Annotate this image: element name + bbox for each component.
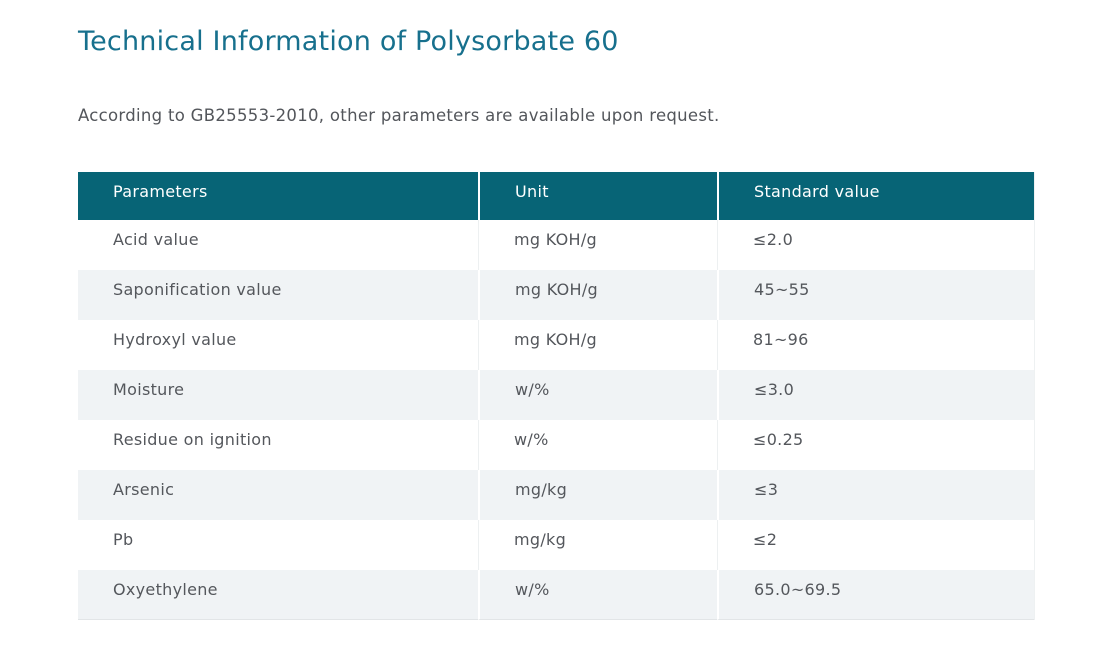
cell-parameter: Oxyethylene <box>78 570 478 620</box>
cell-value: 45~55 <box>717 270 1034 320</box>
table-body: Acid value mg KOH/g ≤2.0 Saponification val… <box>78 220 1034 620</box>
cell-unit: w/% <box>478 420 717 470</box>
cell-unit: w/% <box>478 370 717 420</box>
column-header: Unit <box>478 172 717 220</box>
table-header-row: Parameters Unit Standard value <box>78 172 1034 220</box>
cell-unit: w/% <box>478 570 717 620</box>
cell-parameter: Acid value <box>78 220 478 270</box>
cell-value: ≤3 <box>717 470 1034 520</box>
cell-value: ≤2 <box>717 520 1034 570</box>
table-row: Pb mg/kg ≤2 <box>78 520 1034 570</box>
table-row: Moisture w/% ≤3.0 <box>78 370 1034 420</box>
cell-value: 81~96 <box>717 320 1034 370</box>
cell-value: ≤3.0 <box>717 370 1034 420</box>
cell-unit: mg/kg <box>478 470 717 520</box>
cell-parameter: Pb <box>78 520 478 570</box>
cell-parameter: Residue on ignition <box>78 420 478 470</box>
cell-unit: mg/kg <box>478 520 717 570</box>
cell-parameter: Hydroxyl value <box>78 320 478 370</box>
column-header: Parameters <box>78 172 478 220</box>
table-row: Hydroxyl value mg KOH/g 81~96 <box>78 320 1034 370</box>
cell-value: ≤2.0 <box>717 220 1034 270</box>
cell-value: 65.0~69.5 <box>717 570 1034 620</box>
cell-parameter: Saponification value <box>78 270 478 320</box>
page-title: Technical Information of Polysorbate 60 <box>78 26 619 57</box>
cell-unit: mg KOH/g <box>478 270 717 320</box>
cell-parameter: Moisture <box>78 370 478 420</box>
technical-info-table: Parameters Unit Standard value Acid value m… <box>78 172 1035 620</box>
cell-parameter: Arsenic <box>78 470 478 520</box>
table-row: Residue on ignition w/% ≤0.25 <box>78 420 1034 470</box>
table-row: Oxyethylene w/% 65.0~69.5 <box>78 570 1034 620</box>
cell-value: ≤0.25 <box>717 420 1034 470</box>
page-subtitle: According to GB25553-2010, other paramet… <box>78 106 720 125</box>
cell-unit: mg KOH/g <box>478 320 717 370</box>
table-row: Acid value mg KOH/g ≤2.0 <box>78 220 1034 270</box>
table-row: Arsenic mg/kg ≤3 <box>78 470 1034 520</box>
column-header: Standard value <box>717 172 1034 220</box>
cell-unit: mg KOH/g <box>478 220 717 270</box>
table-row: Saponification value mg KOH/g 45~55 <box>78 270 1034 320</box>
